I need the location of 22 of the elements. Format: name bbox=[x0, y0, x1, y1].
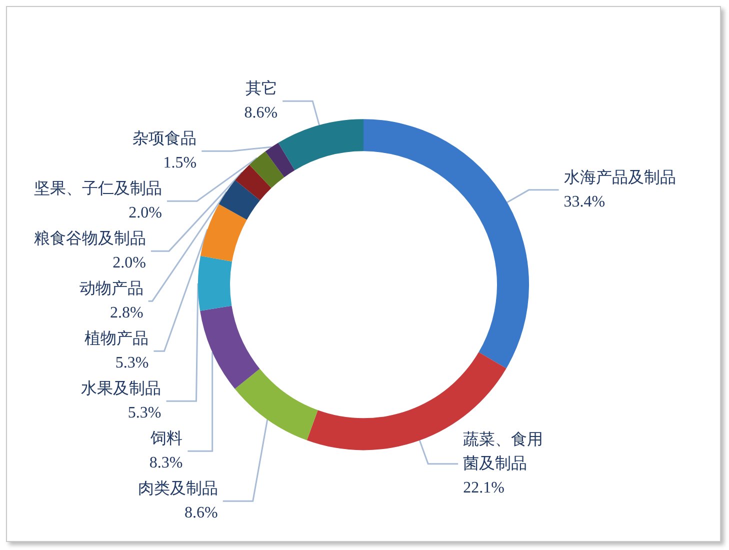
slice-label: 肉类及制品 bbox=[138, 480, 218, 498]
data-label: 5.3% bbox=[128, 404, 162, 422]
data-label: 5.3% bbox=[115, 354, 149, 372]
slice-label: 动物产品 bbox=[79, 280, 144, 298]
slice-label: 杂项食品 bbox=[132, 130, 197, 148]
data-label: 8.6% bbox=[184, 504, 218, 522]
data-label: 2.8% bbox=[110, 304, 144, 322]
data-label: 8.3% bbox=[149, 454, 183, 472]
data-label: 2.0% bbox=[112, 254, 146, 272]
slice-label: 植物产品 bbox=[84, 330, 149, 348]
slice-label: 水海产品及制品 bbox=[564, 168, 676, 186]
data-label: 2.0% bbox=[128, 204, 162, 222]
slice-label: 坚果、子仁及制品 bbox=[34, 180, 162, 198]
slice-label: 粮食谷物及制品 bbox=[34, 230, 146, 248]
slice-label: 水果及制品 bbox=[81, 380, 162, 398]
data-label: 33.4% bbox=[564, 193, 606, 210]
slice-label: 蔬菜、食用菌及制品 bbox=[463, 430, 544, 472]
slice-label: 其它 bbox=[246, 80, 278, 98]
data-label: 1.5% bbox=[163, 154, 197, 172]
slice-label: 饲料 bbox=[150, 430, 183, 448]
data-label: 8.6% bbox=[244, 104, 278, 122]
data-label: 22.1% bbox=[463, 479, 504, 496]
